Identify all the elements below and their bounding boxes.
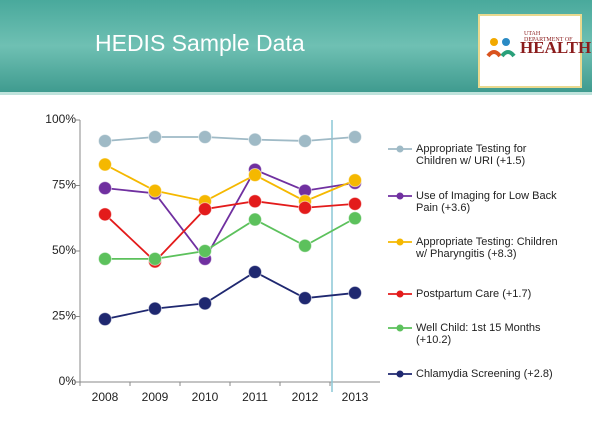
data-point [98, 312, 112, 327]
legend-marker [396, 370, 404, 378]
legend-swatch [388, 192, 412, 200]
x-tick-label: 2010 [192, 390, 219, 404]
logo-icon [486, 38, 516, 58]
data-point [98, 157, 112, 172]
x-tick-label: 2009 [142, 390, 169, 404]
data-point [248, 212, 262, 227]
legend-swatch [388, 145, 412, 153]
data-point [248, 168, 262, 183]
legend-label: Well Child: 1st 15 Months (+10.2) [416, 322, 541, 346]
legend-label: Use of Imaging for Low Back Pain (+3.6) [416, 190, 557, 214]
data-point [148, 130, 162, 145]
series-line [104, 270, 356, 321]
legend-label: Appropriate Testing for Children w/ URI … [416, 143, 527, 167]
x-tick-label: 2008 [92, 390, 119, 404]
series-line [104, 200, 356, 263]
data-point [298, 291, 312, 306]
data-point [98, 181, 112, 196]
legend-marker [396, 238, 404, 246]
y-tick-label: 50% [52, 243, 76, 257]
legend-label: Chlamydia Screening (+2.8) [416, 368, 553, 380]
data-point [98, 207, 112, 222]
legend-marker [396, 192, 404, 200]
data-point [298, 200, 312, 215]
x-tick-label: 2011 [242, 390, 268, 404]
legend-entry: Appropriate Testing for Children w/ URI … [386, 143, 586, 167]
legend-entry: Chlamydia Screening (+2.8) [386, 368, 586, 380]
data-point [248, 264, 262, 279]
data-point [248, 132, 262, 147]
data-point [98, 251, 112, 266]
series-line [105, 217, 356, 260]
data-point [348, 285, 362, 300]
series-line [104, 136, 356, 142]
data-point [148, 183, 162, 198]
legend-swatch [388, 324, 412, 332]
data-point [198, 130, 212, 145]
legend-label: Appropriate Testing: Children w/ Pharyng… [416, 236, 558, 260]
data-point [348, 130, 362, 145]
data-point [298, 133, 312, 148]
data-point [248, 194, 262, 209]
logo-subtitle: UTAH DEPARTMENT OF [524, 31, 573, 43]
legend-label: Postpartum Care (+1.7) [416, 288, 532, 300]
data-point [148, 251, 162, 266]
y-tick-label: 100% [45, 112, 76, 126]
y-tick-label: 75% [52, 178, 76, 192]
data-point [348, 173, 362, 188]
legend-entry: Well Child: 1st 15 Months (+10.2) [386, 322, 586, 346]
data-point [148, 301, 162, 316]
legend-swatch [388, 290, 412, 298]
y-tick-label: 0% [59, 374, 77, 388]
legend-marker [396, 324, 404, 332]
header-line [0, 92, 592, 95]
legend-entry: Use of Imaging for Low Back Pain (+3.6) [386, 190, 586, 214]
legend-swatch [388, 370, 412, 378]
data-point [348, 211, 362, 226]
legend-entry: Appropriate Testing: Children w/ Pharyng… [386, 236, 586, 260]
data-point [348, 196, 362, 211]
data-point [298, 238, 312, 253]
legend-swatch [388, 238, 412, 246]
logo: UTAH DEPARTMENT OF HEALTH [478, 14, 591, 88]
data-point [98, 133, 112, 148]
series-line [104, 168, 356, 261]
logo-name: HEALTH [520, 38, 592, 57]
legend-marker [396, 145, 404, 153]
legend-entry: Postpartum Care (+1.7) [386, 288, 586, 300]
x-tick-label: 2012 [292, 390, 319, 404]
series-line [104, 163, 356, 203]
x-tick-label: 2013 [342, 390, 369, 404]
legend-marker [396, 290, 404, 298]
data-point [198, 244, 212, 258]
data-point [198, 296, 212, 311]
slide-title: HEDIS Sample Data [95, 30, 305, 56]
data-point [198, 202, 212, 217]
y-tick-label: 25% [52, 309, 76, 323]
